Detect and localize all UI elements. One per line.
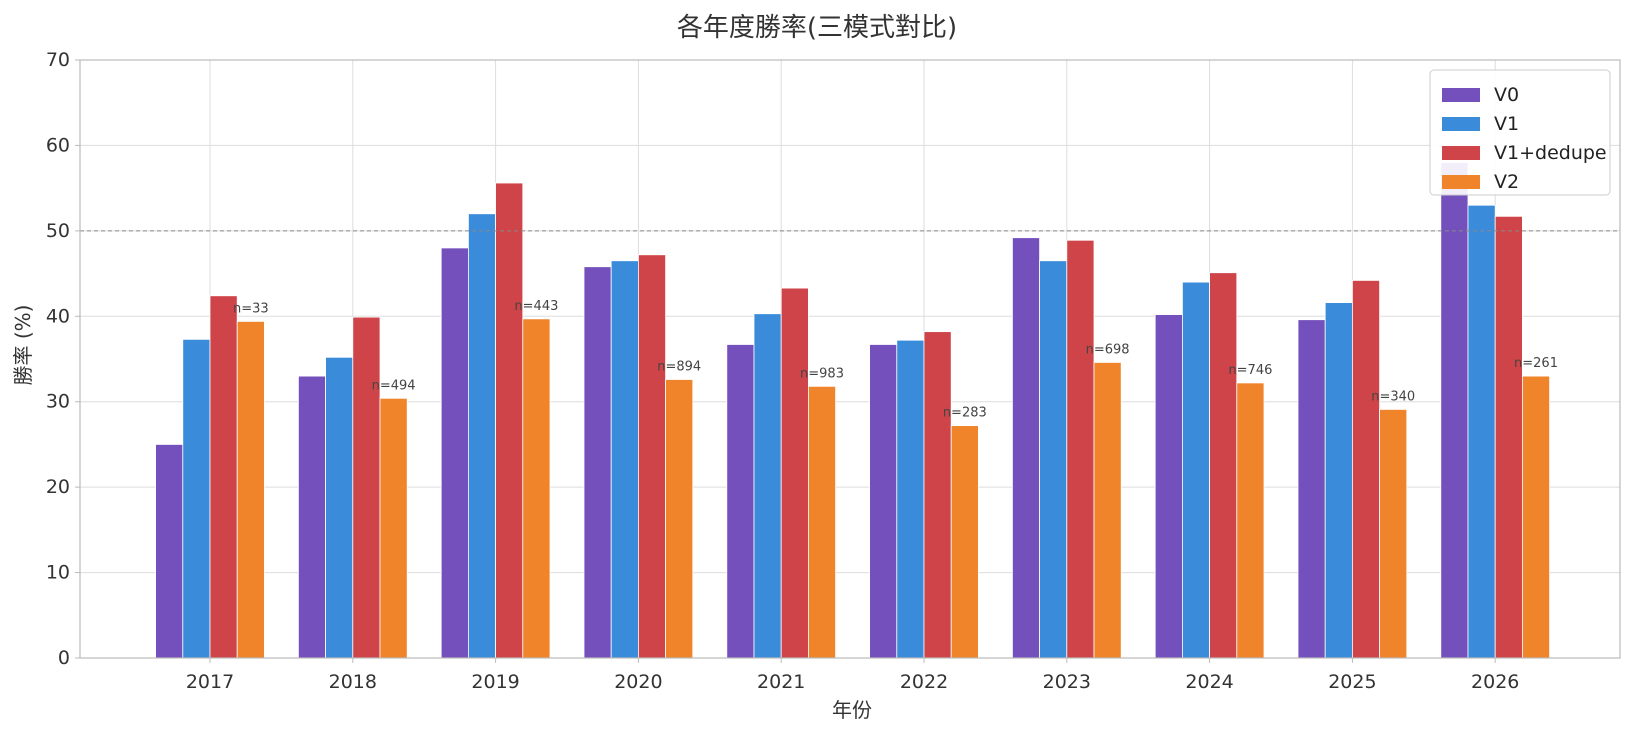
x-tick-label: 2019 <box>471 671 519 693</box>
bar-v1-dedupe-2026 <box>1494 215 1523 659</box>
legend-swatch <box>1442 146 1480 160</box>
bar-v1-dedupe-2023 <box>1066 239 1095 659</box>
bar-v1-2019 <box>467 213 496 659</box>
y-tick-label: 40 <box>46 305 70 327</box>
bar-v1-2017 <box>182 338 211 659</box>
bar-v1-dedupe-2018 <box>352 316 381 659</box>
chart-title: 各年度勝率(三模式對比) <box>677 13 957 43</box>
bar-v2-2026 <box>1522 375 1551 659</box>
x-tick-label: 2018 <box>329 671 377 693</box>
bar-v1-2025 <box>1324 302 1353 659</box>
x-tick-label: 2024 <box>1185 671 1233 693</box>
plot-frame <box>79 59 1621 659</box>
sample-size-label: n=494 <box>372 378 416 393</box>
bar-v0-2022 <box>869 344 898 659</box>
sample-size-label: n=443 <box>514 299 558 314</box>
bar-v2-2024 <box>1236 382 1265 659</box>
bar-v1-2020 <box>610 260 639 659</box>
bar-v1-2023 <box>1039 260 1068 659</box>
x-tick-label: 2022 <box>900 671 948 693</box>
bar-v0-2024 <box>1154 314 1183 659</box>
x-axis-title: 年份 <box>832 698 872 722</box>
legend-swatch <box>1442 175 1480 189</box>
bar-v1-2022 <box>896 339 925 659</box>
bar-v2-2023 <box>1093 362 1122 659</box>
legend-swatch <box>1442 88 1480 102</box>
bar-v0-2026 <box>1440 162 1469 659</box>
x-tick-label: 2026 <box>1471 671 1519 693</box>
bar-v1-2018 <box>325 356 354 659</box>
y-tick-label: 30 <box>46 391 70 413</box>
legend: V0 V1 V1+dedupe V2 <box>1429 69 1611 196</box>
bar-v0-2019 <box>440 247 469 659</box>
bar-v2-2018 <box>379 397 408 659</box>
bar-v2-2019 <box>522 318 551 659</box>
bar-v2-2021 <box>808 385 837 659</box>
sample-size-label: n=261 <box>1514 356 1558 371</box>
bar-v2-2025 <box>1379 409 1408 659</box>
bars <box>155 162 1551 659</box>
bar-v1-dedupe-2021 <box>780 287 809 659</box>
bar-v1-2026 <box>1467 204 1496 659</box>
sample-size-label: n=283 <box>943 406 987 421</box>
y-tick-label: 70 <box>46 49 70 71</box>
x-tick-label: 2023 <box>1043 671 1091 693</box>
x-tick-label: 2020 <box>614 671 662 693</box>
bar-v0-2018 <box>297 375 326 659</box>
legend-label: V1 <box>1494 113 1519 135</box>
sample-size-label: n=983 <box>800 366 844 381</box>
legend-label: V1+dedupe <box>1494 142 1607 164</box>
bar-v1-dedupe-2022 <box>923 331 952 659</box>
bar-v1-dedupe-2019 <box>495 182 524 659</box>
bar-v1-dedupe-2020 <box>638 254 667 659</box>
legend-label: V0 <box>1494 84 1519 106</box>
y-tick-label: 20 <box>46 476 70 498</box>
sample-size-label: n=894 <box>657 360 701 375</box>
y-tick-label: 60 <box>46 134 70 156</box>
bar-v1-dedupe-2017 <box>209 295 238 659</box>
y-tick-label: 50 <box>46 220 70 242</box>
sample-size-label: n=340 <box>1371 389 1415 404</box>
legend-swatch <box>1442 117 1480 131</box>
sample-size-labels: n=33 n=494 n=443 n=894 n=983 n=283 n=698 n=746 n… <box>233 299 1558 421</box>
bar-v0-2017 <box>155 444 184 659</box>
bar-v2-2020 <box>665 379 694 659</box>
bar-v1-2024 <box>1182 281 1211 659</box>
bar-v0-2025 <box>1297 319 1326 659</box>
sample-size-label: n=33 <box>233 301 269 316</box>
y-axis-title: 勝率 (%) <box>11 305 35 386</box>
bar-v1-2021 <box>753 313 782 659</box>
legend-label: V2 <box>1494 171 1519 193</box>
bar-v0-2023 <box>1012 237 1041 659</box>
bar-v1-dedupe-2025 <box>1352 280 1381 659</box>
sample-size-label: n=698 <box>1086 342 1130 357</box>
bar-v0-2020 <box>583 266 612 659</box>
axes: 0 10 20 30 40 50 60 70 2017 2018 2019 2020 2021 2022 2… <box>46 49 1621 693</box>
sample-size-label: n=746 <box>1228 363 1272 378</box>
bar-v0-2021 <box>726 344 755 659</box>
x-tick-label: 2021 <box>757 671 805 693</box>
y-tick-label: 10 <box>46 562 70 584</box>
bar-v1-dedupe-2024 <box>1209 272 1238 659</box>
bar-v2-2022 <box>950 425 979 659</box>
x-tick-label: 2025 <box>1328 671 1376 693</box>
bar-v2-2017 <box>236 321 265 659</box>
y-tick-label: 0 <box>58 647 70 669</box>
x-tick-label: 2017 <box>186 671 234 693</box>
